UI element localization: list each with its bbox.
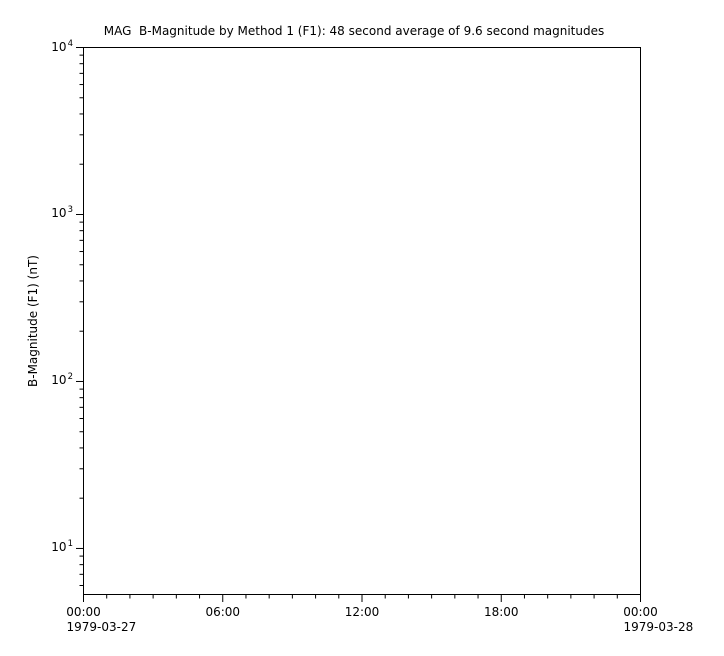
y-tick-exponent: 2 bbox=[67, 372, 73, 383]
x-tick-label: 00:00 bbox=[623, 605, 658, 619]
y-tick-label: 103 bbox=[51, 205, 73, 221]
x-tick-label: 12:00 bbox=[344, 605, 380, 619]
chart-title: MAG B-Magnitude by Method 1 (F1): 48 sec… bbox=[103, 24, 605, 38]
y-tick-base: 10 bbox=[51, 39, 67, 54]
plot-border bbox=[83, 47, 641, 595]
y-tick-base: 10 bbox=[51, 373, 67, 388]
y-tick-label: 104 bbox=[51, 38, 73, 55]
y-tick-exponent: 4 bbox=[67, 38, 73, 49]
x-tick-label: 00:00 bbox=[66, 605, 101, 619]
y-tick-base: 10 bbox=[51, 540, 67, 555]
y-tick-exponent: 1 bbox=[67, 539, 73, 550]
y-tick-label: 102 bbox=[51, 372, 73, 388]
y-tick-label: 101 bbox=[51, 539, 73, 555]
x-date-label: 1979-03-27 bbox=[66, 620, 137, 634]
x-tick-label: 06:00 bbox=[205, 605, 241, 619]
x-date-label: 1979-03-28 bbox=[623, 620, 694, 634]
x-tick-label: 18:00 bbox=[483, 605, 519, 619]
y-tick-exponent: 3 bbox=[67, 205, 73, 216]
y-tick-base: 10 bbox=[51, 206, 67, 221]
